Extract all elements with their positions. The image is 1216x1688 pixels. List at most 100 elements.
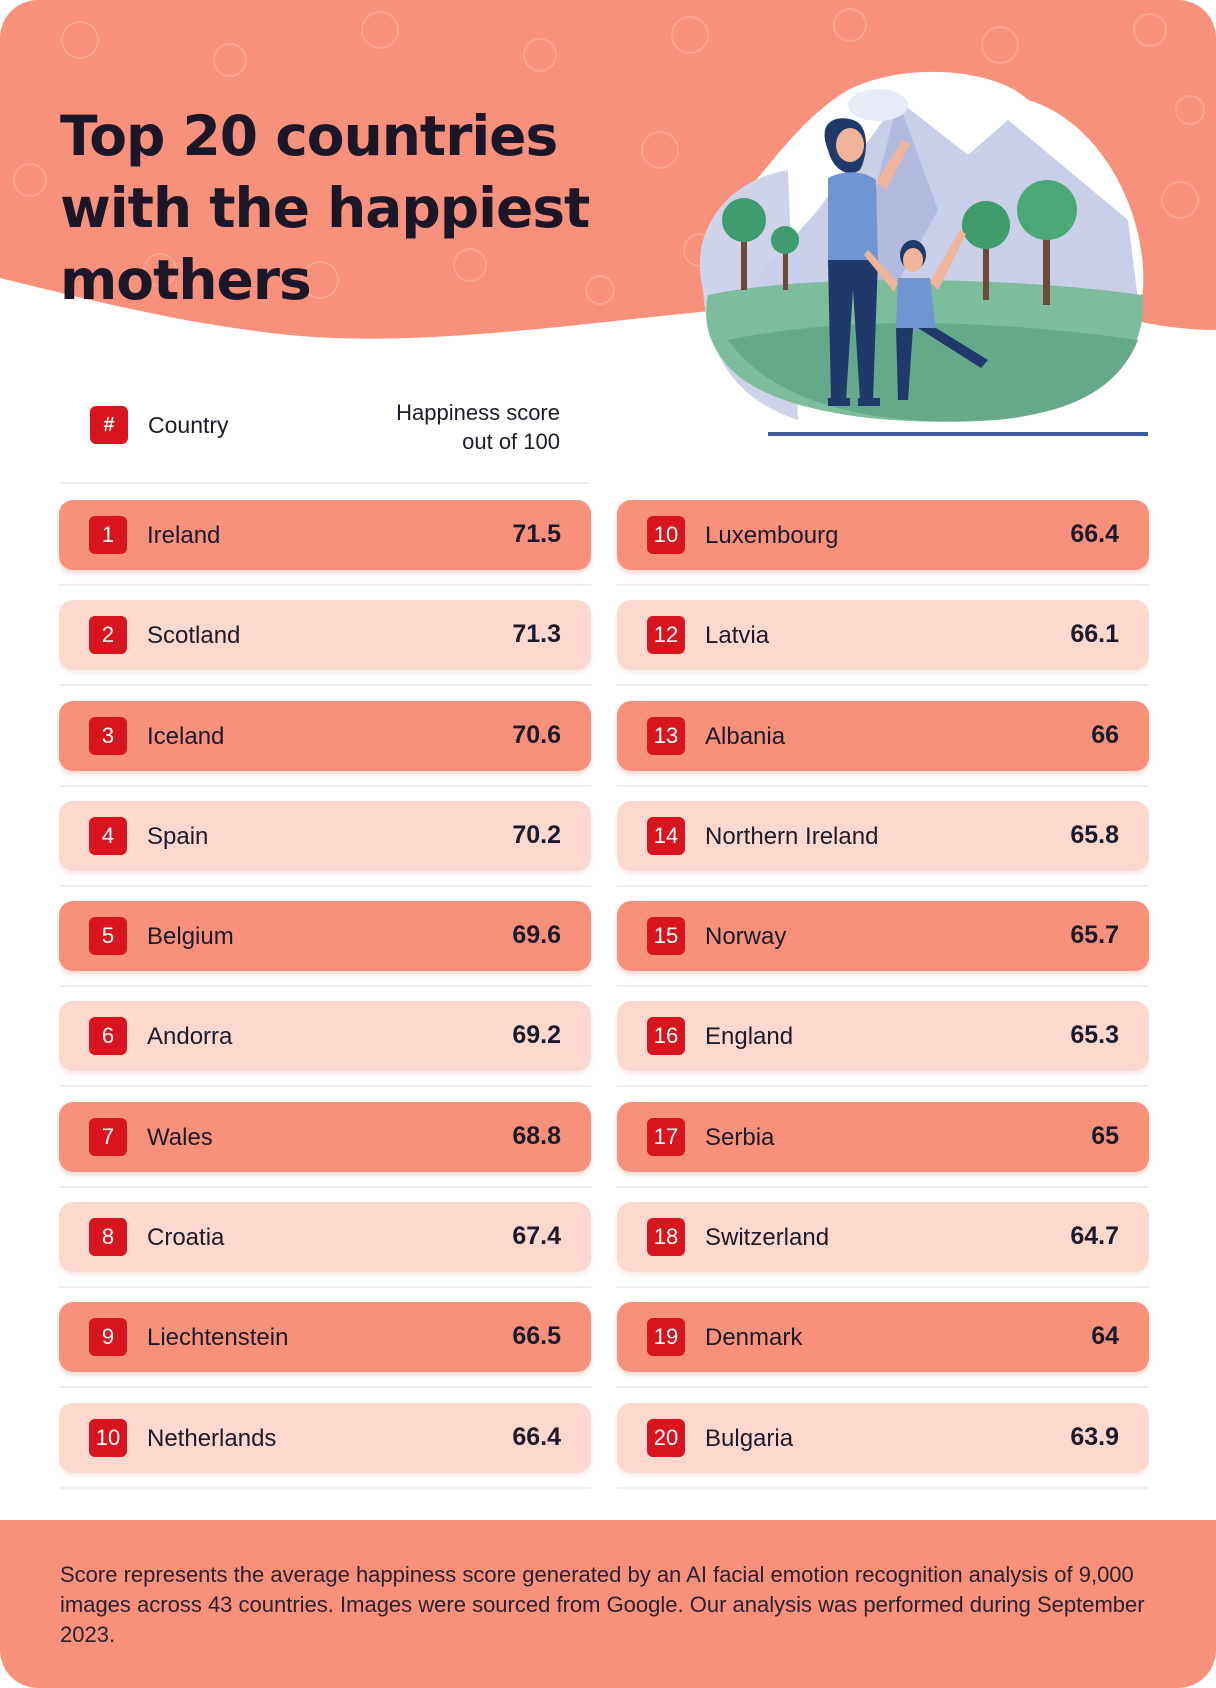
row-background: 20 Bulgaria 63.9: [617, 1402, 1149, 1473]
table-row: 8 Croatia 67.4: [59, 1202, 591, 1302]
row-background: 18 Switzerland 64.7: [617, 1202, 1149, 1273]
divider: [59, 784, 591, 787]
table-row: 2 Scotland 71.3: [59, 600, 591, 700]
rank-badge: 17: [647, 1117, 685, 1156]
rank-badge: 9: [89, 1318, 127, 1357]
table-row: 19 Denmark 64: [617, 1302, 1149, 1402]
table-row: 5 Belgium 69.6: [59, 901, 591, 1001]
rank-badge: 5: [89, 917, 127, 956]
happiness-score: 65.8: [1070, 820, 1119, 849]
country-name: Netherlands: [147, 1424, 277, 1452]
divider: [59, 1185, 591, 1188]
divider: [59, 1085, 591, 1088]
rank-badge: 10: [647, 516, 685, 554]
divider: [617, 584, 1149, 586]
row-background: 6 Andorra 69.2: [59, 1001, 591, 1072]
mother-daughter-illustration: [699, 71, 1148, 436]
rank-badge: 4: [89, 816, 127, 855]
row-background: 15 Norway 65.7: [617, 901, 1149, 972]
methodology-note: Score represents the average happiness s…: [60, 1562, 1145, 1647]
country-name: Wales: [147, 1123, 213, 1151]
country-name: Bulgaria: [705, 1424, 794, 1452]
country-name: Northern Ireland: [705, 822, 879, 850]
country-name: Switzerland: [705, 1224, 830, 1252]
happiness-score: 68.8: [512, 1121, 561, 1150]
rank-badge: 16: [647, 1017, 685, 1056]
country-name: Luxembourg: [705, 522, 839, 549]
country-column-header: Country: [148, 412, 229, 438]
rank-badge: 2: [89, 616, 127, 655]
divider: [59, 1486, 591, 1489]
happiness-score: 66: [1091, 720, 1119, 749]
happiness-score: 69.2: [512, 1021, 561, 1050]
rank-badge: 18: [647, 1218, 685, 1257]
rank-badge: 12: [647, 616, 685, 655]
happiness-score: 63.9: [1070, 1422, 1119, 1451]
country-name: Andorra: [147, 1023, 233, 1051]
row-background: 19 Denmark 64: [617, 1302, 1149, 1373]
happiness-score: 65: [1091, 1121, 1119, 1150]
happiness-score: 66.4: [512, 1422, 561, 1451]
row-background: 2 Scotland 71.3: [59, 600, 591, 671]
divider: [617, 1486, 1149, 1489]
row-background: 13 Albania 66: [617, 700, 1149, 771]
divider: [59, 985, 591, 988]
divider: [617, 784, 1149, 787]
happiness-score: 67.4: [512, 1222, 561, 1251]
row-background: 17 Serbia 65: [617, 1101, 1149, 1172]
happiness-score: 65.7: [1070, 921, 1119, 950]
divider: [60, 482, 590, 484]
divider: [617, 1185, 1149, 1188]
rank-badge: 13: [647, 716, 685, 755]
table-row: 3 Iceland 70.6: [59, 700, 591, 801]
country-name: Iceland: [147, 722, 225, 750]
footer: Score represents the average happiness s…: [0, 1520, 1216, 1688]
divider: [617, 1386, 1149, 1389]
country-name: Croatia: [147, 1224, 225, 1252]
ranking-column-left: 1 Ireland 71.5 2 Scotland 71.3 3 Iceland 70.6 4 Sp…: [59, 500, 591, 1503]
table-row: 10 Luxembourg 66.4: [617, 500, 1149, 600]
table-row: 18 Switzerland 64.7: [617, 1202, 1149, 1302]
table-row: 12 Latvia 66.1: [617, 600, 1149, 700]
table-row: 15 Norway 65.7: [617, 901, 1149, 1001]
country-name: Belgium: [147, 923, 234, 951]
happiness-score: 70.2: [512, 820, 561, 849]
row-background: 9 Liechtenstein 66.5: [59, 1302, 591, 1373]
rank-badge: 15: [647, 917, 685, 956]
divider: [617, 1286, 1149, 1289]
country-name: Albania: [705, 722, 786, 750]
row-background: 12 Latvia 66.1: [617, 600, 1149, 671]
row-background: 10 Netherlands 66.4: [59, 1402, 591, 1473]
rank-badge: 6: [89, 1017, 127, 1056]
country-name: Serbia: [705, 1123, 775, 1151]
happiness-score: 64.7: [1070, 1222, 1119, 1251]
rank-badge: 3: [89, 716, 127, 755]
row-background: 7 Wales 68.8: [59, 1101, 591, 1172]
country-name: Spain: [147, 822, 209, 850]
divider: [59, 684, 591, 687]
country-name: England: [705, 1023, 794, 1051]
row-background: 3 Iceland 70.6: [59, 700, 591, 771]
ranking-column-right: 10 Luxembourg 66.4 12 Latvia 66.1 13 Albania 66 1…: [617, 500, 1149, 1503]
row-background: 8 Croatia 67.4: [59, 1202, 591, 1273]
divider: [617, 985, 1149, 988]
table-row: 1 Ireland 71.5: [59, 500, 591, 600]
divider: [59, 1286, 591, 1289]
country-name: Scotland: [147, 622, 241, 650]
row-background: 4 Spain 70.2: [59, 800, 591, 871]
page-title: Top 20 countries with the happiest mothe…: [60, 104, 590, 312]
divider: [59, 884, 591, 887]
table-row: 20 Bulgaria 63.9: [617, 1402, 1149, 1503]
divider: [617, 684, 1149, 687]
table-row: 14 Northern Ireland 65.8: [617, 800, 1149, 901]
table-row: 4 Spain 70.2: [59, 800, 591, 901]
happiness-score: 70.6: [512, 720, 561, 749]
country-name: Latvia: [705, 622, 770, 650]
table-row: 16 England 65.3: [617, 1001, 1149, 1101]
rank-badge: 20: [647, 1418, 685, 1457]
row-background: 1 Ireland 71.5: [59, 500, 591, 570]
rank-badge: 1: [89, 516, 127, 554]
score-column-header: Happiness score out of 100: [396, 398, 560, 456]
happiness-score: 71.5: [512, 520, 561, 548]
